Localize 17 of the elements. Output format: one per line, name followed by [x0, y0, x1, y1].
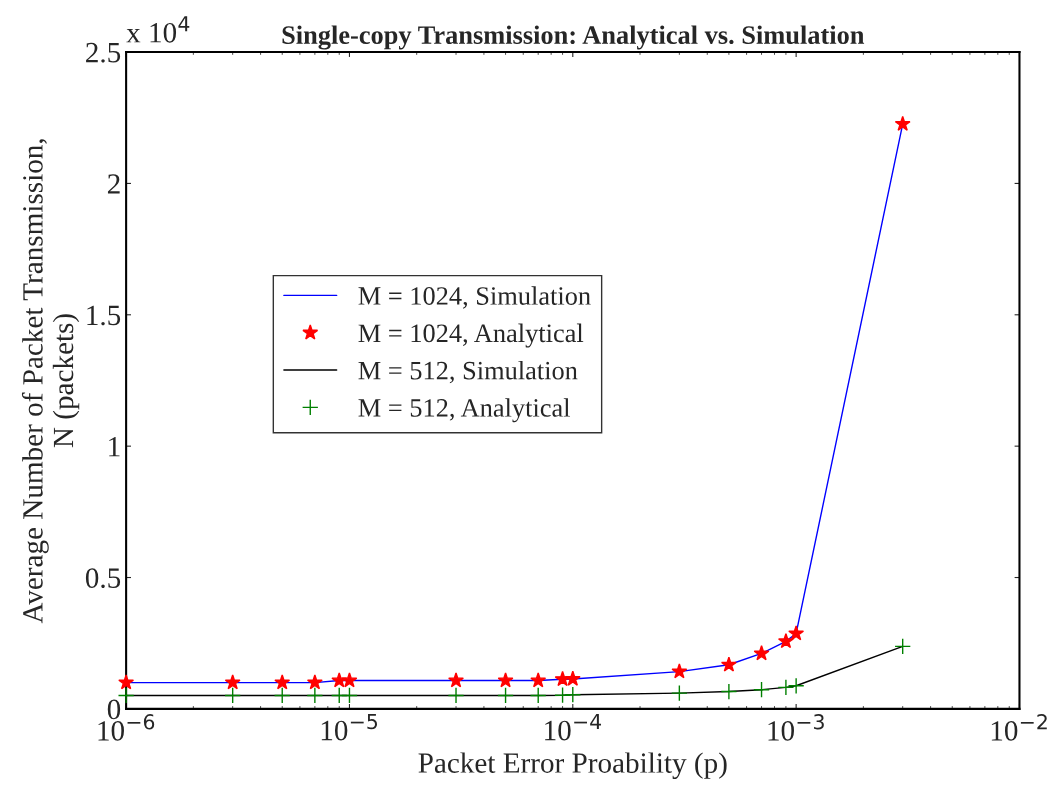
y-tick-label: 2	[107, 174, 120, 194]
x-tick-label: 10$^{−3}$	[768, 714, 824, 741]
y-tick-label: 1.5	[87, 305, 121, 326]
x-tick-label: 10$^{−4}$	[545, 714, 602, 741]
chart-title: Single-copy Transmission: Analytical vs. Simulation	[282, 25, 865, 50]
legend-label: M = 1024, Analytical	[358, 323, 584, 348]
y-tick-label: 0.5	[85, 568, 121, 589]
text: x 10$^{4}$	[126, 16, 190, 43]
x-axis-title: Packet Error Proability (p)	[418, 752, 727, 779]
x-tick-label: 10$^{−5}$	[321, 714, 378, 741]
y-axis-title: Average Number of Packet Transmission, N (packets)	[21, 139, 80, 624]
x-tick-label: 10$^{−2}$	[991, 714, 1047, 741]
legend-label: M = 512, Simulation	[358, 360, 578, 384]
y-tick-label: 1	[109, 437, 120, 457]
y-tick-label: 2.5	[86, 42, 121, 63]
legend-label: M = 1024, Simulation	[358, 286, 591, 309]
legend-label: M = 512, Analytical	[358, 398, 571, 423]
